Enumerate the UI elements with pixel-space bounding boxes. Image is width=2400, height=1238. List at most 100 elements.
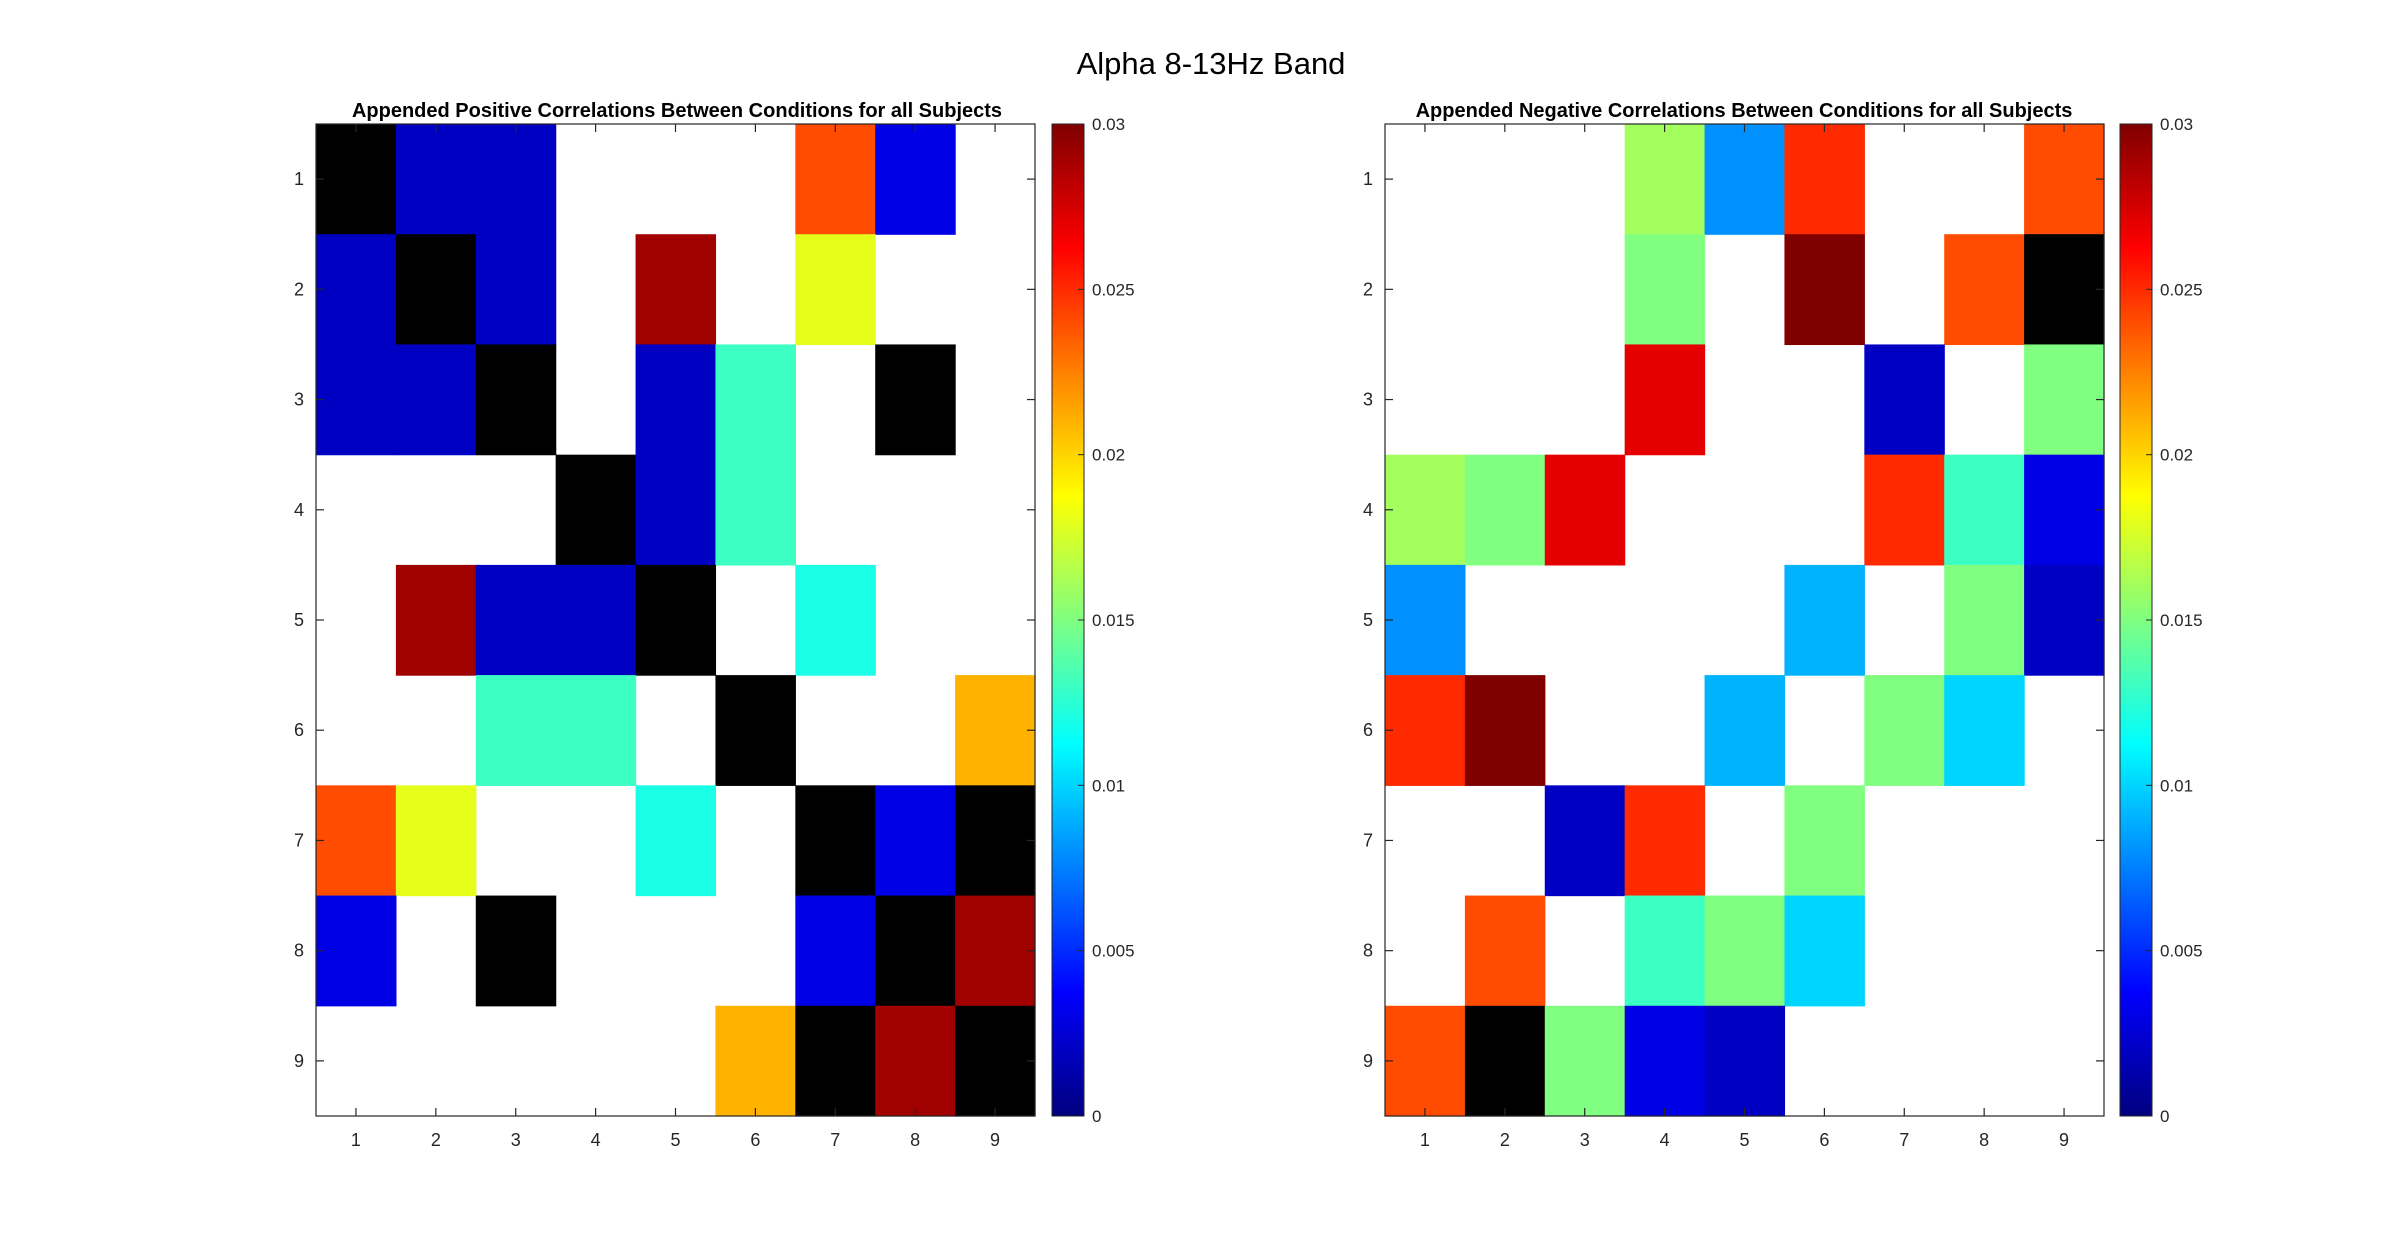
- x-tick-label: 6: [750, 1130, 760, 1150]
- heatmap-cell-r5-c7: [795, 564, 876, 676]
- heatmap-cell-r1-c4: [1624, 124, 1706, 235]
- heatmap-cell-r3-c6: [715, 344, 796, 456]
- colorbar-tick-label: 0.02: [1092, 446, 1125, 465]
- heatmap-cell-r7-c4: [1624, 785, 1706, 897]
- heatmap-cell-r1-c8: [875, 124, 956, 235]
- heatmap-cell-r6-c6: [715, 675, 796, 786]
- heatmap-negative: Appended Negative Correlations Between C…: [1363, 100, 2203, 1150]
- heatmap-cell-r2-c3: [475, 234, 557, 346]
- y-tick-label: 1: [1363, 169, 1373, 189]
- heatmap-cell-r7-c3: [1544, 785, 1626, 897]
- colorbar-tick-label: 0.025: [1092, 280, 1135, 299]
- colorbar-tick-label: 0.005: [2160, 942, 2203, 961]
- heatmap-cell-r5-c1: [1385, 564, 1466, 676]
- heatmap-cell-r5-c2: [395, 564, 477, 676]
- heatmap-cell-r6-c4: [555, 675, 637, 786]
- heatmap-cell-r4-c7: [1864, 454, 1945, 566]
- heatmap-cell-r5-c6: [1784, 564, 1865, 676]
- y-tick-label: 6: [1363, 720, 1373, 740]
- heatmap-cell-r7-c2: [395, 785, 477, 897]
- heatmap-cell-r4-c2: [1464, 454, 1546, 566]
- heatmap-cell-r9-c9: [955, 1005, 1036, 1117]
- heatmap-cell-r2-c9: [2024, 234, 2105, 346]
- colorbar-tick-label: 0.025: [2160, 280, 2203, 299]
- heatmap-cell-r2-c7: [795, 234, 876, 346]
- heatmap-cell-r5-c5: [635, 564, 717, 676]
- y-tick-label: 3: [1363, 390, 1373, 410]
- heatmap-cell-r7-c8: [875, 785, 956, 897]
- x-tick-label: 3: [1580, 1130, 1590, 1150]
- heatmap-cell-r8-c8: [875, 895, 956, 1007]
- heatmap-cell-r6-c9: [955, 675, 1036, 786]
- colorbar-tick-label: 0.01: [1092, 776, 1125, 795]
- y-tick-label: 6: [294, 720, 304, 740]
- heatmap-cell-r5-c4: [555, 564, 637, 676]
- heatmap-cell-r1-c2: [395, 124, 477, 235]
- heatmap-cell-r1-c1: [316, 124, 397, 235]
- x-tick-label: 7: [830, 1130, 840, 1150]
- heatmap-cell-r6-c2: [1464, 675, 1546, 786]
- heatmap-cell-r8-c2: [1464, 895, 1546, 1007]
- heatmap-cell-r1-c3: [475, 124, 557, 235]
- heatmap-cell-r2-c1: [316, 234, 397, 346]
- x-tick-label: 5: [1739, 1130, 1749, 1150]
- x-tick-label: 4: [1660, 1130, 1670, 1150]
- heatmap-cell-r3-c4: [1624, 344, 1706, 456]
- heatmap-cell-r6-c1: [1385, 675, 1466, 786]
- colorbar-tick-label: 0.015: [2160, 611, 2203, 630]
- figure-title: Alpha 8-13Hz Band: [1077, 46, 1346, 81]
- heatmap-cell-r5-c3: [475, 564, 557, 676]
- heatmap-cell-r8-c3: [475, 895, 557, 1007]
- y-tick-label: 9: [1363, 1051, 1373, 1071]
- x-tick-label: 2: [431, 1130, 441, 1150]
- y-tick-label: 4: [1363, 500, 1373, 520]
- heatmap-cell-r8-c4: [1624, 895, 1706, 1007]
- heatmap-cell-r3-c9: [2024, 344, 2105, 456]
- heatmap-cell-r1-c9: [2024, 124, 2105, 235]
- colorbar-tick-label: 0.015: [1092, 611, 1135, 630]
- heatmap-cell-r4-c4: [555, 454, 637, 566]
- colorbar-tick-label: 0.01: [2160, 776, 2193, 795]
- heatmap-cell-r7-c9: [955, 785, 1036, 897]
- heatmap-cell-r6-c8: [1944, 675, 2025, 786]
- heatmap-cell-r1-c5: [1704, 124, 1786, 235]
- heatmap-cell-r2-c2: [395, 234, 477, 346]
- heatmap-cell-r8-c5: [1704, 895, 1786, 1007]
- heatmap-cell-r1-c7: [795, 124, 876, 235]
- y-tick-label: 2: [294, 279, 304, 299]
- heatmap-cell-r1-c6: [1784, 124, 1865, 235]
- heatmap-cell-r8-c7: [795, 895, 876, 1007]
- heatmap-cell-r7-c1: [316, 785, 397, 897]
- heatmap-cell-r6-c7: [1864, 675, 1945, 786]
- heatmap-cell-r5-c9: [2024, 564, 2105, 676]
- heatmap-cell-r7-c5: [635, 785, 717, 897]
- heatmap-cell-r9-c4: [1624, 1005, 1706, 1117]
- x-tick-label: 5: [670, 1130, 680, 1150]
- x-tick-label: 7: [1899, 1130, 1909, 1150]
- heatmap-cell-r6-c5: [1704, 675, 1786, 786]
- heatmap-cell-r5-c8: [1944, 564, 2025, 676]
- heatmap-cell-r9-c8: [875, 1005, 956, 1117]
- heatmap-cell-r3-c7: [1864, 344, 1945, 456]
- x-tick-label: 1: [351, 1130, 361, 1150]
- y-tick-label: 8: [294, 941, 304, 961]
- colorbar-tick-label: 0.005: [1092, 942, 1135, 961]
- heatmap-cell-r8-c1: [316, 895, 397, 1007]
- heatmap-cell-r4-c1: [1385, 454, 1466, 566]
- heatmap-cell-r3-c3: [475, 344, 557, 456]
- heatmap-cell-r2-c4: [1624, 234, 1706, 346]
- y-tick-label: 2: [1363, 279, 1373, 299]
- x-tick-label: 4: [591, 1130, 601, 1150]
- heatmap-cell-r2-c6: [1784, 234, 1865, 346]
- heatmap-cell-r9-c5: [1704, 1005, 1786, 1117]
- heatmap-cell-r4-c9: [2024, 454, 2105, 566]
- heatmap-cell-r4-c5: [635, 454, 717, 566]
- heatmap-cell-r9-c7: [795, 1005, 876, 1117]
- heatmap-negative-title: Appended Negative Correlations Between C…: [1416, 100, 2073, 122]
- x-tick-label: 9: [2059, 1130, 2069, 1150]
- heatmap-cell-r8-c9: [955, 895, 1036, 1007]
- heatmap-cell-r9-c6: [715, 1005, 796, 1117]
- heatmap-cell-r3-c2: [395, 344, 477, 456]
- x-tick-label: 9: [990, 1130, 1000, 1150]
- y-tick-label: 1: [294, 169, 304, 189]
